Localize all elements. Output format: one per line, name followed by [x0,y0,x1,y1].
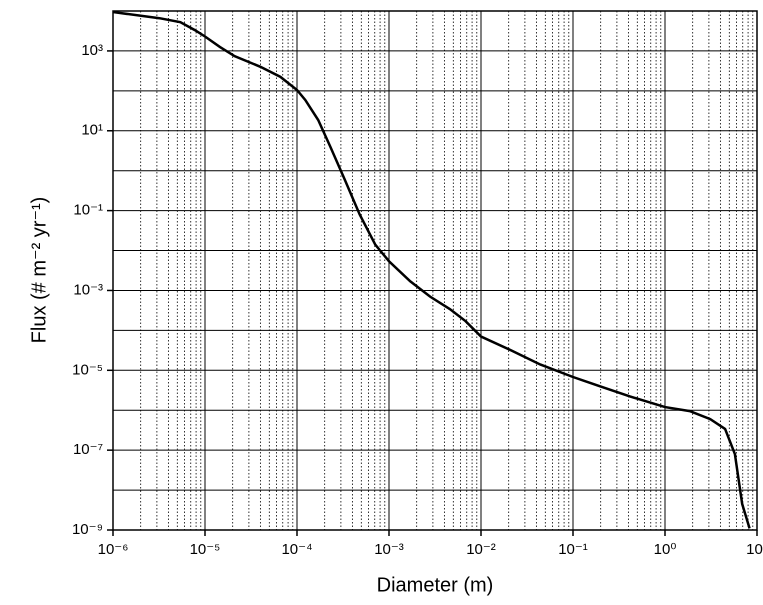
y-tick-label: 10³ [81,42,103,59]
x-tick-label: 10⁰ [654,541,677,558]
y-tick-label: 10⁻¹ [73,202,103,219]
y-tick-label: 10⁻⁷ [73,441,103,458]
x-axis-title: Diameter (m) [377,574,494,596]
y-axis-title: Flux (# m⁻² yr⁻¹) [28,197,50,344]
data-line [112,10,751,529]
x-tick-label: 10⁻¹ [558,541,588,558]
x-tick-label: 10⁻³ [374,541,404,558]
y-tick-label: 10¹ [81,122,103,139]
x-tick-label: 10⁻⁶ [98,541,129,558]
y-tick-label: 10⁻³ [73,281,103,298]
x-tick-label: 10¹ [746,541,763,558]
x-tick-label: 10⁻⁴ [281,541,312,558]
y-tick-label: 10⁻⁹ [72,521,103,538]
y-tick-label: 10⁻⁵ [72,361,103,378]
x-tick-label: 10⁻⁵ [190,541,221,558]
x-tick-label: 10⁻² [466,541,496,558]
plot-frame [112,10,758,531]
